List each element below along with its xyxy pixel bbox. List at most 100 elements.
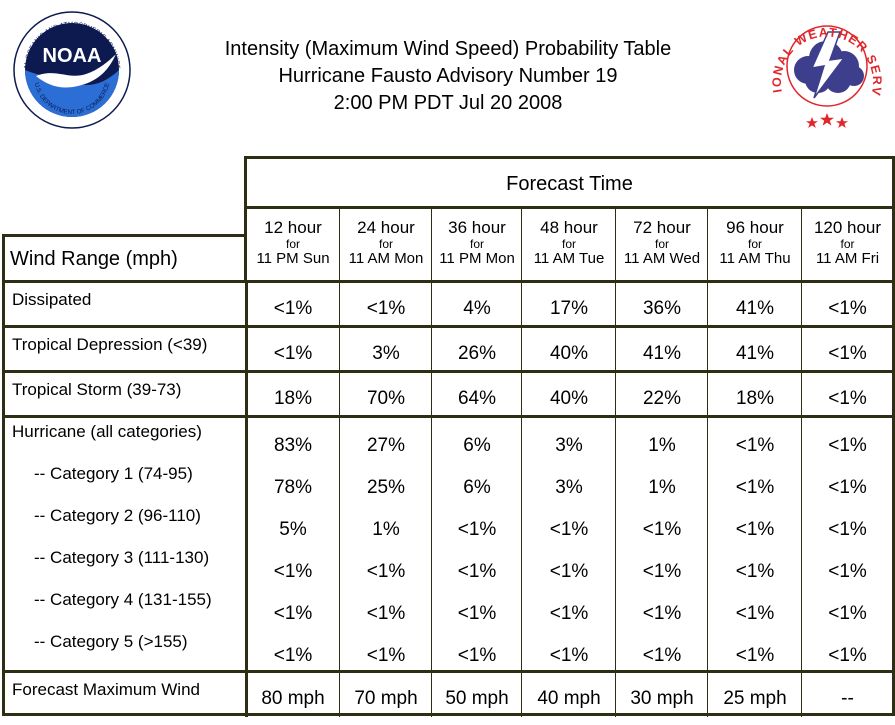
column-divider [339, 283, 340, 325]
column-for: for [378, 237, 393, 251]
column-divider [431, 418, 432, 670]
table-cell: 3% [372, 343, 400, 364]
row-label: -- Category 5 (>155) [34, 632, 188, 651]
table-cell: <1% [828, 561, 867, 582]
column-divider [339, 206, 340, 280]
column-hours: 96 hour [726, 218, 784, 237]
column-header: 120 hour for 11 AM Fri [802, 218, 893, 278]
column-divider [707, 418, 708, 670]
column-when: 11 AM Tue [533, 250, 605, 267]
nws-logo: NATIONAL WEATHER SERVICE [768, 6, 883, 128]
column-divider [431, 206, 432, 280]
table-cell: 40% [549, 388, 589, 409]
table-cell: <1% [642, 645, 682, 666]
column-divider [431, 328, 432, 370]
column-when: 11 AM Wed [623, 250, 701, 267]
table-cell: 41% [642, 343, 682, 364]
table-cell: 27% [366, 435, 406, 456]
table-cell: 78% [273, 477, 313, 498]
column-divider [801, 206, 802, 280]
column-header: 72 hour for 11 AM Wed [616, 218, 708, 278]
column-header: 24 hour for 11 AM Mon [340, 218, 432, 278]
table-cell: 64% [457, 388, 497, 409]
column-divider [707, 283, 708, 325]
table-cell: 1% [648, 477, 676, 498]
table-border [244, 206, 895, 209]
table-cell: 80 mph [261, 688, 325, 709]
row-label: Tropical Depression (<39) [12, 335, 208, 354]
table-cell: <1% [828, 477, 867, 498]
forecast-time-header: Forecast Time [506, 173, 633, 195]
row-label: Hurricane (all categories) [12, 422, 202, 441]
column-for: for [654, 237, 669, 251]
table-border [2, 370, 893, 373]
report-title: Intensity (Maximum Wind Speed) Probabili… [140, 36, 756, 117]
table-cell: 17% [549, 298, 589, 319]
column-when: 11 AM Fri [815, 250, 880, 267]
row-label: Tropical Storm (39-73) [12, 380, 182, 399]
column-divider [707, 673, 708, 717]
row-label: -- Category 1 (74-95) [34, 464, 193, 483]
noaa-logo-center-text: NOAA [43, 45, 102, 67]
table-cell: <1% [828, 645, 867, 666]
column-divider [615, 373, 616, 415]
column-divider [521, 328, 522, 370]
column-divider [615, 328, 616, 370]
table-cell: 25% [366, 477, 406, 498]
table-cell: 36% [642, 298, 682, 319]
table-cell: 70 mph [354, 688, 418, 709]
table-cell: <1% [735, 645, 775, 666]
table-cell: 22% [642, 388, 682, 409]
column-hours: 72 hour [633, 218, 691, 237]
table-cell: <1% [735, 519, 775, 540]
table-cell: <1% [457, 519, 497, 540]
table-cell: <1% [735, 435, 775, 456]
column-divider [339, 673, 340, 717]
column-header: 36 hour for 11 PM Mon [432, 218, 522, 278]
table-cell: <1% [457, 561, 497, 582]
column-divider [801, 673, 802, 717]
table-cell: <1% [366, 603, 406, 624]
column-header: 48 hour for 11 AM Tue [522, 218, 616, 278]
column-divider [521, 418, 522, 670]
table-border [2, 415, 893, 418]
wind-range-label: Wind Range (mph) [10, 248, 178, 270]
column-divider [339, 328, 340, 370]
column-hours: 12 hour [264, 218, 322, 237]
table-cell: 70% [366, 388, 406, 409]
table-cell: <1% [642, 603, 682, 624]
table-cell: <1% [366, 645, 406, 666]
star-icons [806, 113, 848, 128]
column-divider [801, 418, 802, 670]
table-border [2, 325, 893, 328]
noaa-logo: NOAA NATIONAL OCEANIC AND ATMOSPHERIC AD… [12, 10, 131, 129]
table-cell: 18% [273, 388, 313, 409]
table-cell: 41% [735, 298, 775, 319]
table-cell: 5% [279, 519, 307, 540]
table-border [245, 283, 248, 325]
table-cell: <1% [457, 645, 497, 666]
column-divider [521, 373, 522, 415]
table-cell: 1% [372, 519, 400, 540]
column-divider [615, 418, 616, 670]
table-border [2, 670, 893, 673]
column-divider [707, 328, 708, 370]
table-border [2, 234, 246, 237]
table-border-top [244, 156, 895, 159]
table-border [2, 280, 893, 283]
table-cell: <1% [735, 477, 775, 498]
table-cell: <1% [828, 519, 867, 540]
column-divider [339, 418, 340, 670]
column-divider [431, 373, 432, 415]
table-cell: <1% [828, 388, 867, 409]
title-line-2: Hurricane Fausto Advisory Number 19 [278, 65, 618, 87]
row-label: Forecast Maximum Wind [12, 680, 200, 699]
column-divider [801, 373, 802, 415]
column-divider [615, 283, 616, 325]
column-divider [615, 673, 616, 717]
table-cell: 3% [555, 435, 583, 456]
column-when: 11 AM Thu [719, 250, 791, 267]
table-cell: 30 mph [630, 688, 694, 709]
table-cell: <1% [273, 645, 313, 666]
table-border [245, 673, 248, 717]
